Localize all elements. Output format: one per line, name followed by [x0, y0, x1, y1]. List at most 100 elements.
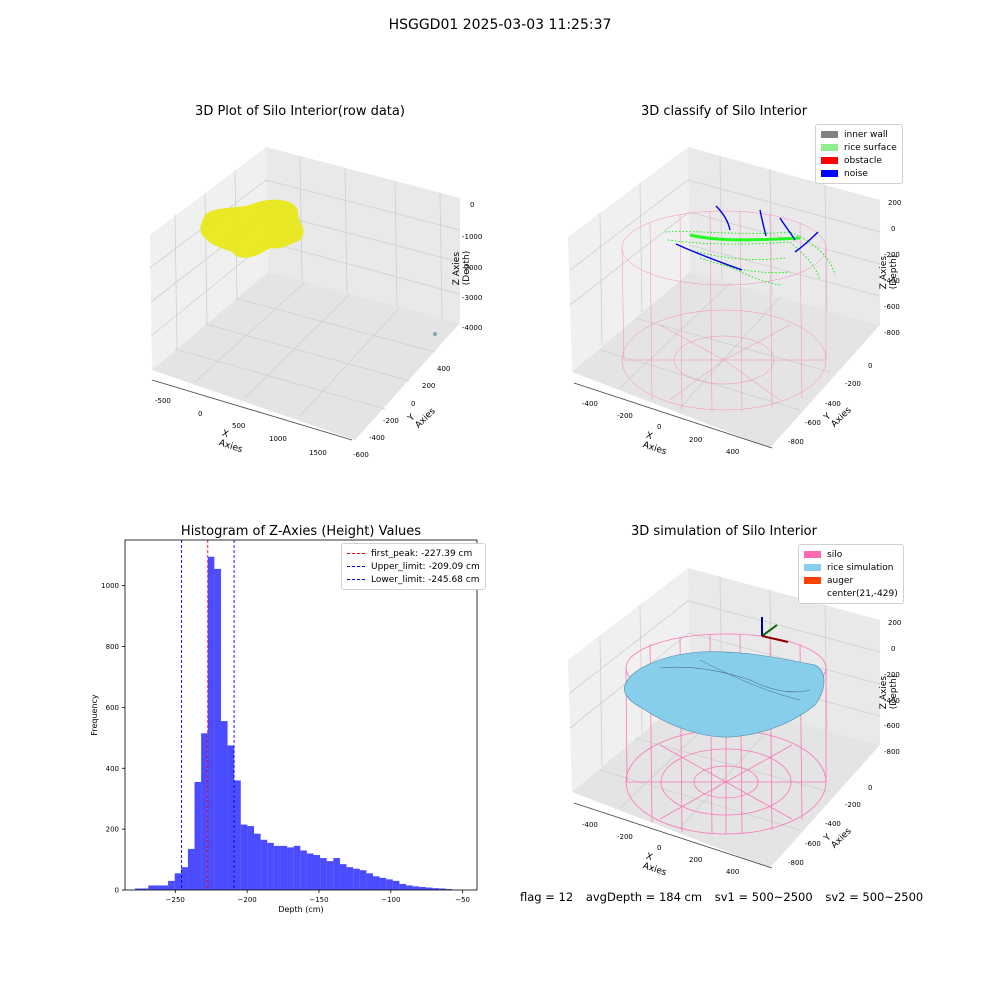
- histogram-bar: [254, 833, 261, 890]
- histogram-ylabel: Frequency: [90, 694, 99, 736]
- histogram-bar: [161, 885, 169, 890]
- figure-title: HSGGD01 2025-03-03 11:25:37: [388, 17, 612, 33]
- histogram-bar: [392, 880, 400, 890]
- classify-legend-noise: noise: [821, 167, 897, 180]
- histogram-bar: [339, 864, 347, 890]
- classify-ztick: 0: [891, 225, 896, 233]
- simulation-plot-title: 3D simulation of Silo Interior: [631, 524, 817, 539]
- histogram-bar: [379, 877, 387, 890]
- histogram-bar: [187, 848, 195, 890]
- histogram-bar: [326, 861, 334, 890]
- raw-xtick: -500: [155, 397, 171, 405]
- simulation-legend-center: center(21,-429): [804, 587, 898, 600]
- histogram-xtick-label: −150: [309, 896, 328, 904]
- histogram-ytick-label: 600: [106, 704, 119, 712]
- histogram-bar: [201, 733, 208, 890]
- simulation-legend-silo: silo: [804, 548, 898, 561]
- classify-legend: inner wall rice surface obstacle noise: [815, 124, 903, 184]
- histogram-bar: [445, 889, 453, 890]
- classify-legend-inner-wall: inner wall: [821, 128, 897, 141]
- legend-line: [347, 579, 365, 580]
- raw-xtick: 1500: [309, 449, 327, 457]
- histogram-bar: [141, 888, 149, 890]
- legend-first-peak: first_peak: -227.39 cm: [347, 547, 480, 560]
- histogram-xlabel: Depth (cm): [278, 905, 323, 914]
- legend-swatch: [804, 551, 821, 558]
- raw-ytick: 400: [437, 365, 451, 373]
- simulation-ztick: -200: [884, 671, 900, 679]
- histogram-xtick-label: −250: [166, 896, 185, 904]
- legend-swatch: [821, 131, 838, 138]
- histogram-bar: [333, 858, 340, 890]
- raw-ytick: -400: [369, 434, 385, 442]
- histogram-bar: [181, 867, 188, 890]
- histogram-bar: [260, 839, 268, 890]
- raw-xtick: 0: [198, 410, 203, 418]
- histogram-bar: [406, 885, 413, 890]
- simulation-xtick: -400: [582, 821, 598, 829]
- simulation-xtick: -200: [617, 833, 633, 841]
- simulation-ytick: -600: [805, 840, 821, 848]
- simulation-ztick: 0: [891, 645, 896, 653]
- histogram-bar: [135, 888, 142, 890]
- legend-line: [347, 553, 365, 554]
- classify-ytick: -800: [788, 438, 804, 446]
- raw-xtick: 1000: [269, 435, 287, 443]
- avg-depth-text: avgDepth = 184 cm: [585, 890, 703, 904]
- simulation-legend-auger: auger: [804, 574, 898, 587]
- classify-ytick: -200: [845, 380, 861, 388]
- histogram-bar: [432, 888, 440, 890]
- classify-zlabel: Z Axies (Depth): [879, 254, 900, 290]
- status-footer: flag = 12 avgDepth = 184 cm sv1 = 500~25…: [520, 890, 932, 904]
- histogram-bar: [280, 845, 288, 890]
- raw-ztick: -1000: [462, 233, 483, 241]
- histogram-bar: [293, 845, 301, 890]
- raw-ytick: -600: [353, 451, 369, 459]
- histogram-bar: [273, 845, 281, 890]
- flag-text: flag = 12: [520, 890, 574, 904]
- histogram-bar: [267, 842, 274, 890]
- classify-legend-obstacle: obstacle: [821, 154, 897, 167]
- legend-lower-limit: Lower_limit: -245.68 cm: [347, 573, 480, 586]
- simulation-xtick: 400: [726, 868, 740, 876]
- classify-xtick: 400: [726, 448, 740, 456]
- histogram-ytick-label: 800: [106, 643, 119, 651]
- histogram-bar: [425, 887, 433, 890]
- histogram-bar: [240, 824, 248, 890]
- histogram-bar: [207, 556, 215, 890]
- raw-ztick: -3000: [462, 294, 483, 302]
- classify-ztick: -800: [884, 329, 900, 337]
- classify-xtick: -200: [617, 412, 633, 420]
- simulation-legend: silo rice simulation auger center(21,-42…: [798, 544, 904, 604]
- raw-ztick: -4000: [462, 324, 483, 332]
- raw-xtick: 500: [232, 422, 246, 430]
- histogram-bar: [320, 858, 327, 890]
- legend-upper-limit: Upper_limit: -209.09 cm: [347, 560, 480, 573]
- histogram-bar: [234, 780, 241, 890]
- histogram-bar: [372, 876, 380, 890]
- classify-ztick: 200: [888, 199, 902, 207]
- raw-plot-title: 3D Plot of Silo Interior(row data): [195, 104, 405, 119]
- histogram-xtick-label: −200: [238, 896, 257, 904]
- histogram-xtick-label: −50: [455, 896, 470, 904]
- legend-swatch: [821, 144, 838, 151]
- histogram-title: Histogram of Z-Axies (Height) Values: [180, 524, 422, 539]
- classify-legend-rice-surface: rice surface: [821, 141, 897, 154]
- legend-swatch: [804, 564, 821, 571]
- histogram-xtick-label: −100: [381, 896, 400, 904]
- simulation-ztick: -600: [884, 722, 900, 730]
- simulation-ytick: -400: [825, 820, 841, 828]
- simulation-ztick: -800: [884, 748, 900, 756]
- histogram-bar: [346, 867, 354, 890]
- histogram-bar: [419, 886, 426, 890]
- histogram-frame: [124, 539, 478, 891]
- legend-line: [347, 566, 365, 567]
- classify-xtick: 0: [657, 423, 662, 431]
- sv1-text: sv1 = 500~2500: [714, 890, 813, 904]
- histogram-bar: [227, 745, 235, 890]
- histogram-bar: [399, 883, 407, 890]
- simulation-zlabel: Z Axies (Depth): [879, 674, 900, 710]
- histogram-bar: [287, 847, 294, 890]
- legend-swatch: [821, 157, 838, 164]
